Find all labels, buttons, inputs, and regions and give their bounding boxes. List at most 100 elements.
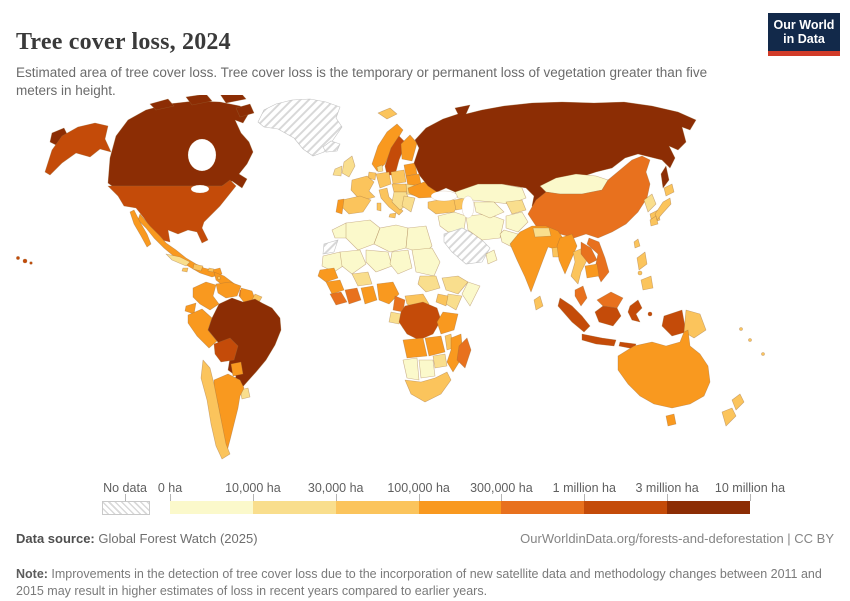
legend-no-data-swatch[interactable] <box>102 501 150 515</box>
region-sudan[interactable] <box>412 248 440 276</box>
legend-bin-swatch-1[interactable] <box>253 501 336 514</box>
region-svalbard[interactable] <box>378 108 397 119</box>
legend-bin-swatch-5[interactable] <box>584 501 667 514</box>
great-lakes <box>191 185 209 193</box>
region-colombia[interactable] <box>193 282 219 310</box>
region-kenya[interactable] <box>446 294 462 310</box>
region-sicily[interactable] <box>389 213 396 218</box>
region-pacific-island-1[interactable] <box>740 328 743 331</box>
region-chad[interactable] <box>390 250 412 274</box>
legend-bin-swatch-2[interactable] <box>336 501 419 514</box>
region-indonesia-papua[interactable] <box>662 310 686 336</box>
region-usa[interactable] <box>108 180 236 243</box>
region-puerto-rico[interactable] <box>208 268 214 272</box>
region-indonesia-sulawesi[interactable] <box>628 300 642 322</box>
region-philippines-mindanao[interactable] <box>641 276 653 290</box>
region-pacific-island-2[interactable] <box>749 339 752 342</box>
region-japan-hokkaido[interactable] <box>664 184 674 196</box>
note-label: Note: <box>16 567 48 581</box>
legend-bin-swatch-3[interactable] <box>419 501 502 514</box>
legend-tick <box>584 494 585 501</box>
region-ireland[interactable] <box>333 166 342 176</box>
region-western-sahara[interactable] <box>323 240 338 254</box>
region-philippines-visayas[interactable] <box>638 271 642 275</box>
region-philippines-luzon[interactable] <box>637 252 647 270</box>
legend-edge-label-4: 300,000 ha <box>470 481 533 495</box>
region-drc[interactable] <box>399 302 441 340</box>
region-malaysia-borneo[interactable] <box>597 292 623 308</box>
black-sea <box>431 191 457 201</box>
region-germany[interactable] <box>376 172 391 188</box>
region-zambia[interactable] <box>425 336 445 356</box>
region-taiwan[interactable] <box>634 239 640 248</box>
region-ghana-togo[interactable] <box>361 286 377 304</box>
region-indonesia-java[interactable] <box>582 334 616 346</box>
region-australia[interactable] <box>618 330 710 408</box>
legend-edge-label-5: 1 million ha <box>553 481 616 495</box>
region-burkina-faso[interactable] <box>352 272 372 286</box>
region-cambodia[interactable] <box>585 264 599 278</box>
region-uk[interactable] <box>342 156 355 177</box>
region-mali[interactable] <box>340 250 366 274</box>
region-lesser-antilles[interactable] <box>218 277 221 280</box>
region-kyrgyz-tajik[interactable] <box>506 200 526 214</box>
region-zimbabwe[interactable] <box>433 354 447 368</box>
region-sri-lanka[interactable] <box>534 296 543 310</box>
owid-logo[interactable]: Our World in Data <box>768 13 840 56</box>
legend-edge-label-7: 10 million ha <box>715 481 785 495</box>
region-portugal[interactable] <box>336 199 344 214</box>
region-guinea[interactable] <box>326 280 344 294</box>
legend-tick <box>667 494 668 501</box>
data-source-line: Data source: Global Forest Watch (2025) <box>16 531 258 546</box>
region-finland[interactable] <box>401 135 417 161</box>
region-canada[interactable] <box>108 101 253 188</box>
owid-url-license-link[interactable]: OurWorldinData.org/forests-and-deforesta… <box>520 531 834 546</box>
region-usa-hawaii-2[interactable] <box>23 259 27 263</box>
legend-edge-label-3: 100,000 ha <box>387 481 450 495</box>
hudson-bay <box>188 139 216 171</box>
region-algeria[interactable] <box>346 220 380 250</box>
region-uganda[interactable] <box>436 294 448 306</box>
region-malaysia-peninsula[interactable] <box>575 286 587 306</box>
region-sierra-leone-liberia[interactable] <box>330 292 347 305</box>
page-title: Tree cover loss, 2024 <box>16 29 231 56</box>
region-jamaica[interactable] <box>182 268 188 272</box>
region-sardinia[interactable] <box>377 203 381 211</box>
legend-bin-swatch-0[interactable] <box>170 501 253 514</box>
region-south-sudan[interactable] <box>418 276 440 292</box>
region-russia-sakhalin[interactable] <box>661 166 669 188</box>
region-spain[interactable] <box>341 196 371 214</box>
legend-edge-label-1: 10,000 ha <box>225 481 281 495</box>
region-botswana[interactable] <box>419 360 435 378</box>
region-venezuela[interactable] <box>216 282 241 298</box>
region-czech-austria-hungary[interactable] <box>392 184 408 192</box>
region-bulgaria-greece[interactable] <box>402 196 415 212</box>
region-indonesia-moluccas[interactable] <box>648 312 652 316</box>
region-usa-alaska[interactable] <box>45 123 111 175</box>
region-usa-hawaii-3[interactable] <box>30 262 33 265</box>
region-australia-tasmania[interactable] <box>666 414 676 426</box>
legend-bin-swatch-4[interactable] <box>501 501 584 514</box>
region-canada-arctic-island-3[interactable] <box>220 95 246 103</box>
region-tanzania[interactable] <box>437 312 458 334</box>
region-japan-honshu[interactable] <box>655 198 671 220</box>
owid-logo-stripe <box>768 51 840 56</box>
region-afghanistan[interactable] <box>506 212 528 232</box>
region-usa-hawaii-1[interactable] <box>16 256 19 259</box>
region-angola[interactable] <box>403 338 427 358</box>
region-cote-divoire[interactable] <box>345 288 361 304</box>
region-nepal[interactable] <box>533 228 551 237</box>
region-new-zealand-south[interactable] <box>722 408 736 426</box>
region-indonesia-kalimantan[interactable] <box>595 306 621 326</box>
region-paraguay[interactable] <box>231 362 243 376</box>
legend-bin-swatch-6[interactable] <box>667 501 750 514</box>
region-poland[interactable] <box>391 170 406 184</box>
region-senegal[interactable] <box>318 268 338 282</box>
region-niger[interactable] <box>366 250 392 272</box>
note-text: Improvements in the detection of tree co… <box>16 567 822 599</box>
region-new-zealand-north[interactable] <box>732 394 744 410</box>
region-namibia[interactable] <box>403 358 419 380</box>
legend-tick <box>125 494 126 501</box>
region-pacific-island-3[interactable] <box>762 353 765 356</box>
region-indonesia-sumatra[interactable] <box>558 298 590 332</box>
